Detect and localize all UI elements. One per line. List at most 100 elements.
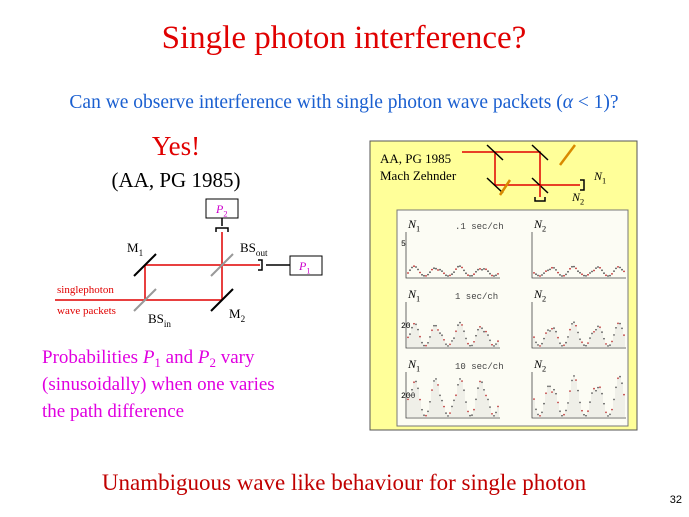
count-dot [621,268,623,271]
symbol-sub: 1 [306,267,310,276]
count-dot [471,274,473,277]
count-dot [549,268,551,271]
count-dot [473,273,475,276]
count-dot [553,267,555,269]
symbol-main: N [407,287,417,301]
symbol-main: N [407,217,417,231]
count-dot [459,265,461,267]
note-sub: 2 [209,355,216,370]
mirror [486,177,504,194]
count-dot [411,266,413,269]
mirror [210,288,234,312]
note-line: Probabilities P1 and P2 vary [42,347,255,370]
experiment-name: Mach Zehnder [380,168,457,183]
symbol-sub: 2 [542,295,546,304]
symbol-sub: 1 [139,248,144,258]
page-number: 32 [670,494,682,506]
symbol-sub: 2 [580,198,584,207]
count-dot [425,275,427,277]
count-dot [571,265,573,268]
count-dot [483,268,485,270]
count-dot [605,274,607,277]
beam-splitter [133,288,157,312]
count-dot [485,268,487,271]
plot-axis [405,232,500,279]
note: Probabilities P1 and P2 vary (sinusoidal… [42,347,275,422]
count-dot [591,270,593,273]
symbol-label: N2 [571,190,584,207]
count-dot [441,270,443,272]
note-sub: 1 [154,355,161,370]
data-panel [396,209,629,427]
count-dot [493,275,495,277]
count-dot [495,274,497,277]
count-dot [573,265,575,268]
count-dot [561,275,563,277]
count-dot [417,268,419,271]
symbol-sub: out [256,248,268,258]
count-dot [623,270,625,273]
count-dot [413,265,415,268]
count-dot [451,273,453,276]
count-dot [477,268,479,271]
symbol-label: BSout [240,240,268,258]
note-text: and [161,347,198,368]
count-dot [481,268,483,271]
detector-cup [215,227,263,271]
count-dot [547,269,549,272]
count-dot [613,270,615,272]
plot-axis [405,372,500,419]
symbol-label: N2 [533,357,546,374]
count-dot [609,274,611,277]
conclusion: Unambiguous wave like behaviour for sing… [102,470,587,495]
count-dot [461,266,463,269]
count-dot [533,272,535,274]
symbol-main: BS [240,240,256,255]
symbol-label: N2 [533,287,546,304]
count-dot [437,269,439,271]
count-dot [423,274,425,277]
symbol-main: P [298,259,307,273]
count-dot [589,272,591,274]
experiment-reference: AA, PG 1985 [380,151,451,166]
mach-zehnder [462,144,585,202]
symbol-sub: 2 [223,210,227,219]
count-dot [557,271,559,274]
plot-axis [405,302,500,349]
plot-axis [531,302,626,349]
slide-title: Single photon interference? [162,20,527,56]
mirror [486,144,504,161]
count-dot [587,273,589,276]
count-dot [433,267,435,270]
count-dot [597,266,599,268]
plot-scale: 5 [401,240,406,249]
arrow [498,144,576,196]
symbol-label: P1 [298,259,311,276]
symbol-main: N [533,287,543,301]
count-dot [599,266,601,269]
plot-rate: 10 sec/ch [455,362,504,372]
count-dot [555,269,557,271]
detector-box [205,198,239,219]
count-dot [543,272,545,274]
symbol-main: N [593,169,603,183]
source-label: singlephoton [57,284,114,296]
count-dot [465,272,467,275]
count-dot [575,267,577,270]
plot-rate: .1 sec/ch [455,222,504,232]
interferometer [55,198,323,312]
count-dot [497,273,499,275]
symbol-label: N2 [533,217,546,234]
count-dot [535,273,537,276]
plot-axis [531,372,626,419]
symbol-main: N [533,357,543,371]
symbol-main: N [533,217,543,231]
symbol-sub: 2 [542,225,546,234]
count-dot [491,274,493,277]
count-dot [581,273,583,276]
source-label: wave packets [57,305,116,317]
note-symbol: P [142,347,155,368]
count-dot [577,270,579,273]
